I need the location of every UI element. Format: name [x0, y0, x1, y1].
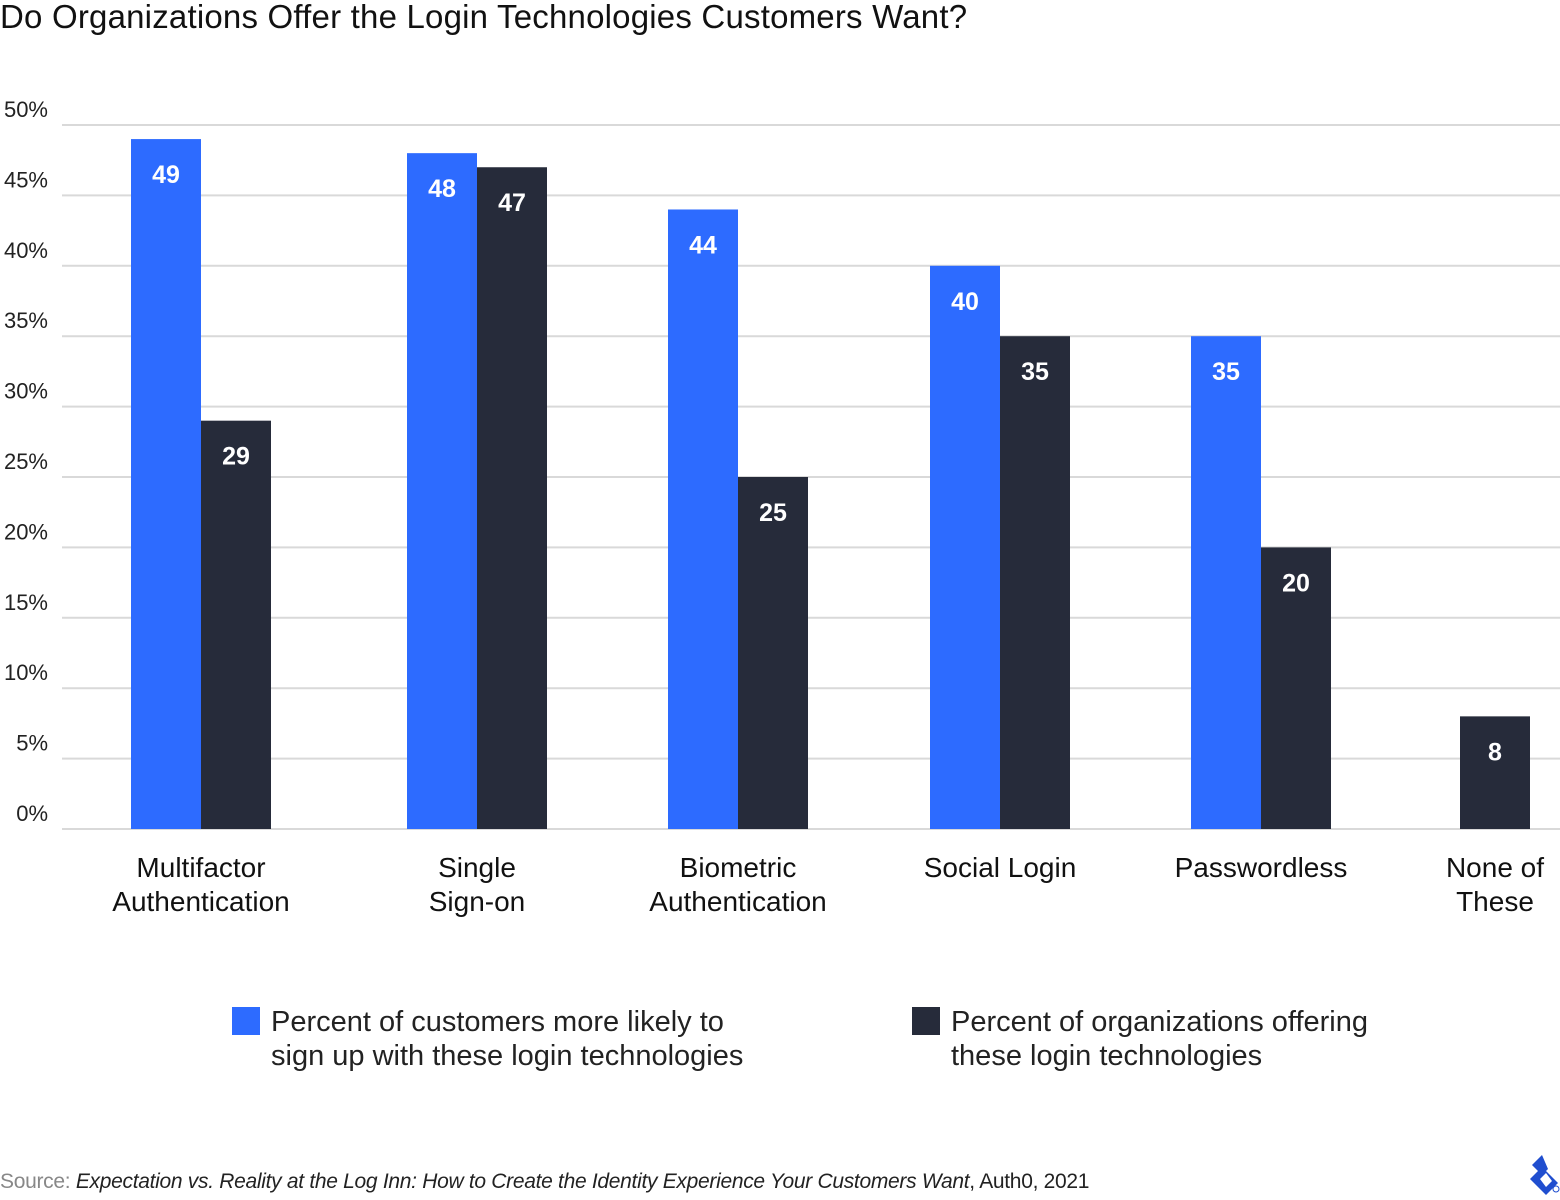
bar-organizations: [1000, 336, 1070, 829]
data-label: 40: [951, 288, 979, 316]
bar-customers: [668, 209, 738, 830]
x-category-label: Authentication: [112, 886, 289, 917]
y-tick-label: 45%: [4, 167, 48, 192]
y-tick-label: 15%: [4, 590, 48, 615]
legend-line: sign up with these login technologies: [271, 1040, 744, 1072]
bar-organizations: [1261, 547, 1331, 829]
x-category-label: Social Login: [924, 852, 1077, 883]
y-tick-label: 40%: [4, 238, 48, 263]
bar-customers: [1191, 336, 1261, 829]
bar-customers: [930, 265, 1000, 829]
legend-swatch-customers: [232, 1007, 260, 1035]
bar-customers: [131, 139, 201, 829]
legend-item-organizations: Percent of organizations offering these …: [912, 1005, 1491, 1073]
legend-swatch-organizations: [912, 1007, 940, 1035]
legend-line: Percent of organizations offering: [951, 1006, 1369, 1038]
bar-organizations: [738, 477, 808, 829]
source-label: Source:: [0, 1170, 71, 1193]
data-label: 20: [1282, 569, 1310, 597]
data-label: 47: [498, 189, 526, 217]
legend-line: Percent of customers more likely to: [271, 1006, 724, 1038]
data-label: 25: [759, 499, 787, 527]
x-category-label: Authentication: [649, 886, 826, 917]
y-tick-label: 35%: [4, 308, 48, 333]
x-category-label: Single: [438, 852, 516, 883]
y-tick-label: 5%: [16, 731, 48, 756]
source-note: Source: Expectation vs. Reality at the L…: [0, 1170, 1089, 1194]
data-label: 49: [152, 161, 180, 189]
y-tick-label: 50%: [4, 97, 48, 122]
y-tick-label: 0%: [16, 801, 48, 826]
y-tick-label: 20%: [4, 519, 48, 544]
legend-item-customers: Percent of customers more likely to sign…: [232, 1005, 811, 1073]
bar-customers: [407, 153, 477, 829]
toptal-logo: [1530, 1155, 1560, 1195]
y-tick-label: 25%: [4, 449, 48, 474]
y-tick-label: 10%: [4, 660, 48, 685]
x-category-label: None of: [1446, 852, 1544, 883]
source-rest: , Auth0, 2021: [969, 1170, 1090, 1193]
bar-chart: 0% 5% 10% 15% 20% 25% 30% 35% 40% 45% 50% 49 29 Multi…: [4, 97, 1560, 917]
source-title: Expectation vs. Reality at the Log Inn: …: [75, 1170, 970, 1193]
data-label: 44: [689, 231, 717, 259]
data-label: 48: [428, 175, 456, 203]
bar-organizations: [201, 420, 271, 829]
x-category-label: Multifactor: [136, 852, 265, 883]
y-tick-label: 30%: [4, 379, 48, 404]
legend-label-organizations: Percent of organizations offering these …: [951, 1005, 1491, 1073]
legend-line: these login technologies: [951, 1040, 1263, 1072]
data-label: 29: [222, 443, 250, 471]
x-category-label: Sign-on: [429, 886, 526, 917]
legend-label-customers: Percent of customers more likely to sign…: [271, 1005, 811, 1073]
x-category-label: These: [1456, 886, 1534, 917]
chart-title: Do Organizations Offer the Login Technol…: [0, 0, 968, 35]
data-label: 35: [1021, 358, 1049, 386]
x-category-label: Passwordless: [1175, 852, 1348, 883]
data-label: 35: [1212, 358, 1240, 386]
bar-organizations: [1460, 716, 1530, 829]
data-label: 8: [1488, 738, 1502, 766]
bar-organizations: [477, 167, 547, 830]
x-category-label: Biometric: [680, 852, 797, 883]
